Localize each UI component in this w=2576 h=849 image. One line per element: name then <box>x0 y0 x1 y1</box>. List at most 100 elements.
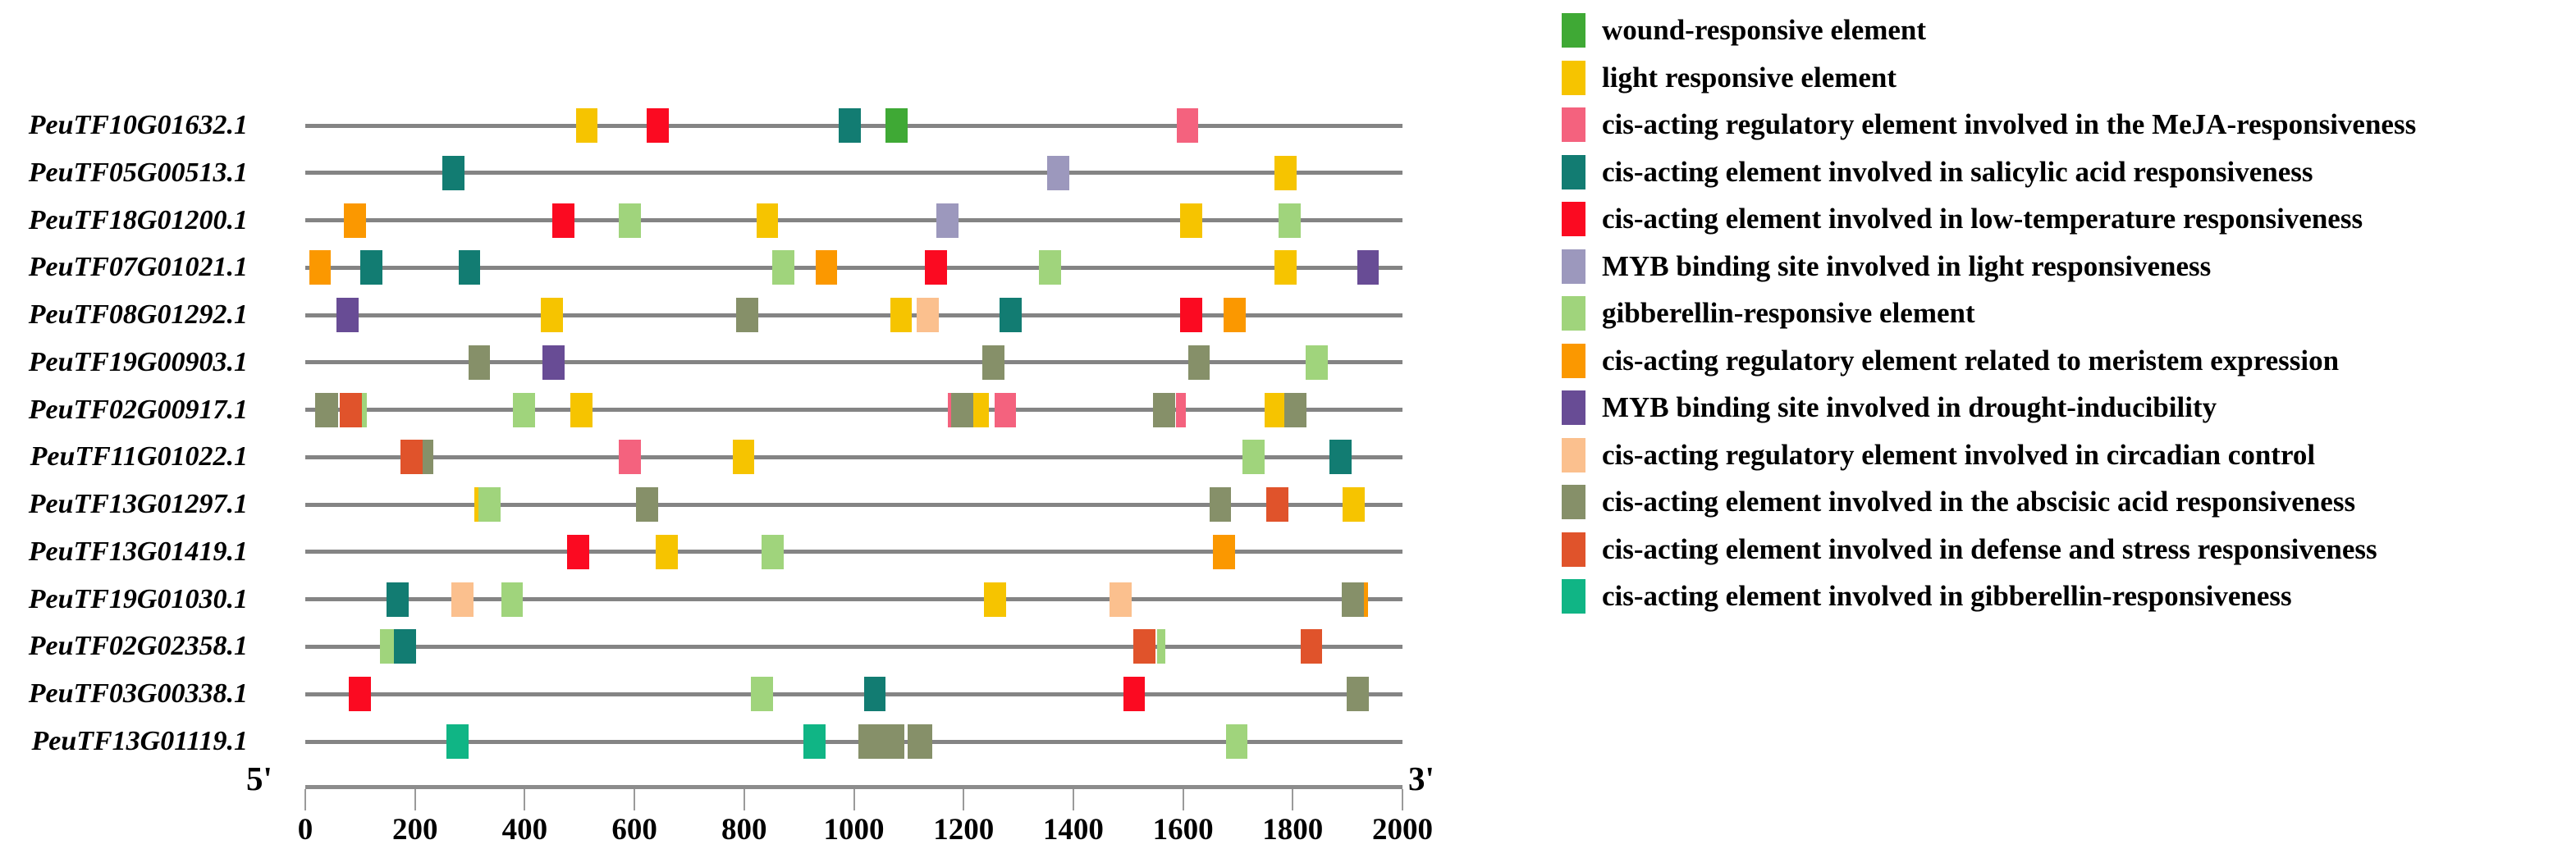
cis-element-box <box>423 440 434 475</box>
legend-label: cis-acting regulatory element related to… <box>1602 344 2340 377</box>
gene-label: PeuTF13G01297.1 <box>28 489 248 520</box>
cis-element-box <box>400 440 423 475</box>
cis-element-box <box>446 724 469 759</box>
cis-element-box <box>1363 582 1368 617</box>
cis-element-box <box>762 534 784 569</box>
x-axis-tick <box>1402 789 1403 810</box>
cis-element-box <box>362 392 368 427</box>
x-axis-tick <box>524 789 526 810</box>
cis-element-box <box>994 392 1017 427</box>
cis-element-box <box>925 250 948 285</box>
promoter-line <box>305 597 1402 602</box>
x-axis-tick-label: 1200 <box>933 813 995 847</box>
promoter-line <box>305 265 1402 270</box>
promoter-line <box>305 313 1402 317</box>
x-axis-tick-label: 1600 <box>1152 813 1214 847</box>
cis-element-box <box>619 440 642 475</box>
cis-element-box <box>349 677 372 712</box>
cis-element-box <box>885 108 908 143</box>
gene-label: PeuTF02G02358.1 <box>28 631 248 662</box>
cis-element-box <box>917 298 940 333</box>
cis-element-box <box>566 534 589 569</box>
legend-label: MYB binding site involved in drought-ind… <box>1602 391 2217 423</box>
x-axis-tick-label: 1800 <box>1262 813 1324 847</box>
five-prime-label: 5' <box>246 760 272 797</box>
cis-element-box <box>1132 629 1155 664</box>
three-prime-label: 3' <box>1408 760 1434 797</box>
legend-label: cis-acting element involved in low-tempe… <box>1602 203 2363 235</box>
legend-swatch <box>1562 390 1585 425</box>
cis-element-box <box>478 487 501 523</box>
cis-element-box <box>451 582 474 617</box>
legend-swatch <box>1562 60 1585 95</box>
cis-element-box <box>1346 677 1369 712</box>
cis-element-box <box>340 392 362 427</box>
legend-label: cis-acting element involved in salicylic… <box>1602 155 2313 188</box>
cis-element-box <box>1274 155 1297 190</box>
cis-element-box <box>981 345 1004 380</box>
legend-swatch <box>1562 13 1585 48</box>
cis-element-box <box>1274 250 1297 285</box>
cis-element-box <box>973 392 989 427</box>
promoter-line <box>305 692 1402 696</box>
x-axis-tick-label: 200 <box>391 813 438 847</box>
cis-element-box <box>936 203 959 238</box>
gene-label: PeuTF08G01292.1 <box>28 299 248 331</box>
gene-label: PeuTF03G00338.1 <box>28 678 248 710</box>
cis-element-box <box>336 298 359 333</box>
promoter-line <box>305 739 1402 744</box>
cis-element-box <box>1343 487 1365 523</box>
gene-label: PeuTF13G01419.1 <box>28 536 248 567</box>
gene-label: PeuTF11G01022.1 <box>30 441 248 472</box>
x-axis-tick-label: 400 <box>501 813 548 847</box>
cis-element-box <box>858 724 905 759</box>
cis-element-box <box>1213 534 1236 569</box>
cis-element-box <box>1357 250 1380 285</box>
cis-element-box <box>1110 582 1132 617</box>
cis-element-box <box>948 392 953 427</box>
x-axis-line <box>305 785 1402 789</box>
legend-swatch <box>1562 437 1585 472</box>
cis-element-box <box>379 629 395 664</box>
cis-element-box <box>1157 629 1165 664</box>
cis-element-box <box>1123 677 1146 712</box>
cis-element-box <box>1000 298 1023 333</box>
cis-element-box <box>732 440 755 475</box>
cis-element-box <box>474 487 480 523</box>
cis-element-box <box>442 155 464 190</box>
cis-element-box <box>394 629 417 664</box>
cis-element-box <box>1175 392 1186 427</box>
gene-label: PeuTF13G01119.1 <box>31 726 248 756</box>
cis-element-box <box>646 108 669 143</box>
legend-label: light responsive element <box>1602 61 1897 94</box>
cis-element-box <box>1242 440 1265 475</box>
cis-element-box <box>750 677 773 712</box>
cis-element-box <box>386 582 409 617</box>
legend-swatch <box>1562 249 1585 284</box>
cis-element-box <box>1284 392 1306 427</box>
cis-element-box <box>908 724 933 759</box>
cis-element-box <box>1152 392 1175 427</box>
legend-label: wound-responsive element <box>1602 14 1927 46</box>
gene-label: PeuTF02G00917.1 <box>28 394 248 425</box>
cis-element-box <box>551 203 574 238</box>
legend-label: cis-acting element involved in defense a… <box>1602 532 2377 565</box>
cis-element-box <box>1180 298 1202 333</box>
cis-element-box <box>1278 203 1301 238</box>
promoter-line <box>305 171 1402 176</box>
cis-element-box <box>1224 298 1246 333</box>
promoter-line <box>305 454 1402 459</box>
cis-element-box <box>1209 487 1232 523</box>
legend-swatch <box>1562 107 1585 142</box>
x-axis-tick-label: 2000 <box>1372 813 1433 847</box>
x-axis-tick <box>634 789 636 810</box>
gene-label: PeuTF10G01632.1 <box>28 110 248 140</box>
legend-swatch <box>1562 202 1585 236</box>
cis-element-box <box>636 487 658 523</box>
cis-element-box <box>1300 629 1323 664</box>
x-axis-tick-label: 1000 <box>823 813 885 847</box>
x-axis-tick-label: 0 <box>297 813 313 847</box>
legend-label: cis-acting regulatory element involved i… <box>1602 438 2316 471</box>
x-axis-tick <box>963 789 965 810</box>
legend-swatch <box>1562 485 1585 519</box>
